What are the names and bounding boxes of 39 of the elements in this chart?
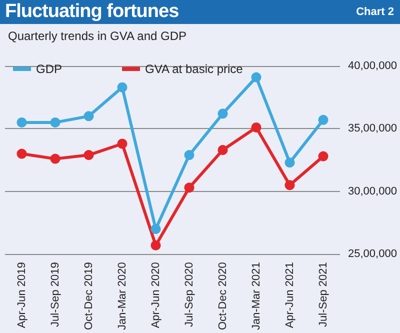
point (251, 72, 262, 82)
chart-subtitle: Quarterly trends in GVA and GDP (7, 28, 188, 45)
caption: Chart 2 (356, 6, 394, 18)
point (251, 122, 262, 132)
y-tick-label: 35,00,000 (348, 122, 397, 135)
point (117, 138, 128, 149)
point (284, 158, 295, 168)
legend-label: GDP (36, 62, 62, 76)
point (150, 224, 161, 234)
point (84, 150, 94, 160)
x-tick-label: Jan-Mar 2021 (250, 262, 262, 330)
point (184, 150, 194, 160)
x-tick-label: Jul-Sep 2019 (49, 262, 62, 327)
point (117, 82, 128, 92)
x-tick-label: Apr-Jun 2020 (150, 262, 162, 328)
point (150, 240, 161, 250)
point (318, 151, 328, 162)
point (16, 117, 27, 128)
y-tick-label: 25,00,000 (348, 248, 397, 260)
point (50, 154, 60, 164)
chart-title: Fluctuating fortunes (5, 1, 179, 23)
point (50, 117, 60, 128)
x-tick-label: Jul-Sep 2020 (183, 262, 196, 327)
x-tick-label: Oct-Dec 2019 (82, 262, 95, 330)
point (84, 111, 94, 122)
point (284, 180, 295, 190)
legend-label: GVA at basic price (145, 62, 244, 76)
x-tick-label: Jan-Mar 2020 (116, 262, 128, 330)
x-tick-label: Apr-Jun 2019 (16, 262, 28, 328)
point (218, 145, 228, 156)
point (184, 182, 194, 193)
y-tick-label: 40,00,000 (348, 60, 397, 72)
point (218, 108, 228, 119)
point (318, 114, 328, 125)
x-tick-label: Oct-Dec 2020 (216, 262, 229, 330)
x-tick-label: Apr-Jun 2021 (284, 262, 296, 328)
y-tick-label: 30,00,000 (348, 185, 397, 198)
x-tick-label: Jul-Sep 2021 (317, 262, 330, 327)
point (16, 148, 27, 159)
